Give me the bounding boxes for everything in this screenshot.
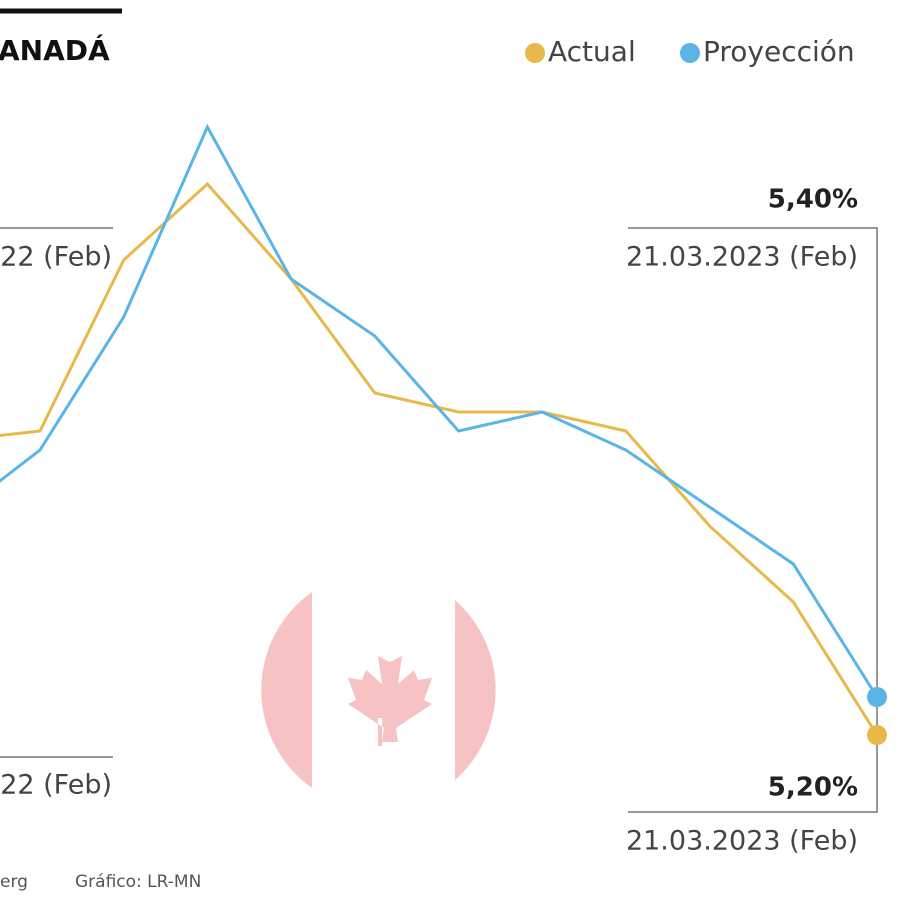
bracket xyxy=(0,227,878,813)
legend-label: Actual xyxy=(548,35,636,68)
end-point xyxy=(867,725,887,745)
flag xyxy=(261,592,496,788)
annotation: 21.03.2023 (Feb) xyxy=(626,826,858,857)
annotation: 22 (Feb) xyxy=(0,770,112,801)
legend-swatch xyxy=(680,43,700,63)
legend-swatch xyxy=(525,43,545,63)
chart-title: ANADÁ xyxy=(0,33,110,67)
end-point xyxy=(867,687,887,707)
credit: Gráfico: LR-MN xyxy=(75,872,201,892)
annotation: 22 (Feb) xyxy=(0,242,112,273)
line xyxy=(0,181,879,736)
annotation: 5,20% xyxy=(768,773,858,803)
legend-label: Proyección xyxy=(703,35,855,68)
annotation: 21.03.2023 (Feb) xyxy=(626,242,858,273)
source: erg xyxy=(0,872,28,892)
line xyxy=(0,123,879,698)
annotation: 5,40% xyxy=(768,185,858,215)
